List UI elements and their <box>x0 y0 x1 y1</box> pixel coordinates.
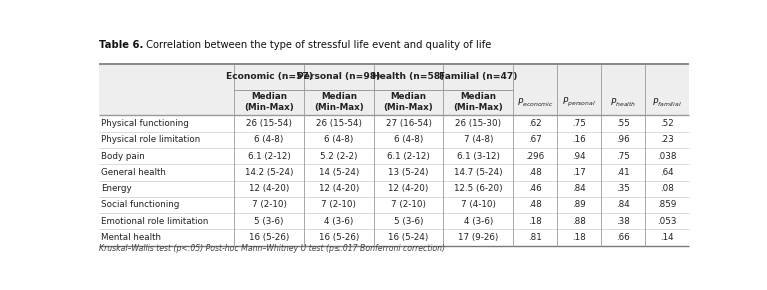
Text: 16 (5-26): 16 (5-26) <box>249 233 289 242</box>
Text: 5 (3-6): 5 (3-6) <box>255 217 284 226</box>
Text: Physical role limitation: Physical role limitation <box>101 135 200 144</box>
Text: .75: .75 <box>572 119 586 128</box>
Text: Correlation between the type of stressful life event and quality of life: Correlation between the type of stressfu… <box>143 40 492 50</box>
Text: 4 (3-6): 4 (3-6) <box>324 217 354 226</box>
Text: 6.1 (2-12): 6.1 (2-12) <box>387 151 430 160</box>
Text: 7 (2-10): 7 (2-10) <box>391 200 426 209</box>
Text: Mental health: Mental health <box>101 233 161 242</box>
Text: 6 (4-8): 6 (4-8) <box>324 135 354 144</box>
Text: 5 (3-6): 5 (3-6) <box>393 217 423 226</box>
Text: .18: .18 <box>572 233 586 242</box>
Text: Median
(Min-Max): Median (Min-Max) <box>453 92 503 113</box>
Text: 16 (5-24): 16 (5-24) <box>388 233 429 242</box>
Text: 26 (15-54): 26 (15-54) <box>316 119 362 128</box>
Text: .96: .96 <box>617 135 630 144</box>
Text: 12 (4-20): 12 (4-20) <box>388 184 429 193</box>
Text: .88: .88 <box>572 217 586 226</box>
Text: Median
(Min-Max): Median (Min-Max) <box>244 92 294 113</box>
Text: .41: .41 <box>617 168 630 177</box>
Text: .35: .35 <box>616 184 630 193</box>
Text: 14.7 (5-24): 14.7 (5-24) <box>454 168 502 177</box>
Text: P$_{\mathregular{personal}}$: P$_{\mathregular{personal}}$ <box>562 96 596 109</box>
Text: .296: .296 <box>525 151 545 160</box>
Text: P$_{\mathregular{familial}}$: P$_{\mathregular{familial}}$ <box>652 96 682 108</box>
Text: Emotional role limitation: Emotional role limitation <box>101 217 209 226</box>
Text: 6 (4-8): 6 (4-8) <box>393 135 423 144</box>
Text: .64: .64 <box>660 168 674 177</box>
Text: General health: General health <box>101 168 166 177</box>
Text: .23: .23 <box>660 135 674 144</box>
Text: .859: .859 <box>657 200 676 209</box>
Text: 7 (2-10): 7 (2-10) <box>252 200 287 209</box>
Text: .48: .48 <box>528 200 542 209</box>
Text: .52: .52 <box>660 119 674 128</box>
Bar <box>99 64 689 90</box>
Text: .08: .08 <box>660 184 674 193</box>
Text: Personal (n=98): Personal (n=98) <box>297 72 380 81</box>
Text: .46: .46 <box>528 184 542 193</box>
Text: .84: .84 <box>616 200 630 209</box>
Text: P$_{\mathregular{economic}}$: P$_{\mathregular{economic}}$ <box>517 96 554 108</box>
Text: .84: .84 <box>572 184 586 193</box>
Text: .67: .67 <box>528 135 542 144</box>
Text: 7 (4-8): 7 (4-8) <box>463 135 493 144</box>
Text: 6.1 (2-12): 6.1 (2-12) <box>248 151 291 160</box>
Text: Body pain: Body pain <box>101 151 145 160</box>
Text: .17: .17 <box>572 168 586 177</box>
Text: 26 (15-30): 26 (15-30) <box>455 119 502 128</box>
Text: P$_{\mathregular{health}}$: P$_{\mathregular{health}}$ <box>610 96 637 108</box>
Text: 14 (5-24): 14 (5-24) <box>318 168 359 177</box>
Text: Social functioning: Social functioning <box>101 200 179 209</box>
Text: .48: .48 <box>528 168 542 177</box>
Text: .38: .38 <box>616 217 630 226</box>
Text: 12 (4-20): 12 (4-20) <box>249 184 289 193</box>
Text: Physical functioning: Physical functioning <box>101 119 189 128</box>
Text: Table 6.: Table 6. <box>99 40 143 50</box>
Text: 6 (4-8): 6 (4-8) <box>255 135 284 144</box>
Text: Familial (n=47): Familial (n=47) <box>439 72 518 81</box>
Text: 13 (5-24): 13 (5-24) <box>388 168 429 177</box>
Text: 7 (4-10): 7 (4-10) <box>461 200 495 209</box>
Text: .053: .053 <box>657 217 676 226</box>
Text: .038: .038 <box>657 151 676 160</box>
Text: 17 (9-26): 17 (9-26) <box>458 233 499 242</box>
Text: .66: .66 <box>617 233 630 242</box>
Text: 7 (2-10): 7 (2-10) <box>321 200 357 209</box>
Text: 27 (16-54): 27 (16-54) <box>386 119 432 128</box>
Text: 14.2 (5-24): 14.2 (5-24) <box>245 168 293 177</box>
Text: Economic (n=57): Economic (n=57) <box>225 72 313 81</box>
Text: .18: .18 <box>528 217 542 226</box>
Text: Kruskal–Wallis test (p<.05) Post-hoc Mann–Whitney U test (p≤.017 Bonferroni corr: Kruskal–Wallis test (p<.05) Post-hoc Man… <box>99 244 445 253</box>
Text: 12.5 (6-20): 12.5 (6-20) <box>454 184 502 193</box>
Text: .55: .55 <box>616 119 630 128</box>
Text: Energy: Energy <box>101 184 132 193</box>
Text: .75: .75 <box>616 151 630 160</box>
Bar <box>99 90 689 115</box>
Text: 4 (3-6): 4 (3-6) <box>463 217 493 226</box>
Text: Health (n=58): Health (n=58) <box>372 72 445 81</box>
Text: 16 (5-26): 16 (5-26) <box>318 233 359 242</box>
Text: 26 (15-54): 26 (15-54) <box>246 119 292 128</box>
Text: .94: .94 <box>572 151 586 160</box>
Text: .89: .89 <box>572 200 586 209</box>
Text: Median
(Min-Max): Median (Min-Max) <box>314 92 364 113</box>
Text: .81: .81 <box>528 233 542 242</box>
Text: 6.1 (3-12): 6.1 (3-12) <box>457 151 500 160</box>
Text: 12 (4-20): 12 (4-20) <box>318 184 359 193</box>
Text: Median
(Min-Max): Median (Min-Max) <box>384 92 433 113</box>
Text: .16: .16 <box>572 135 586 144</box>
Text: .62: .62 <box>528 119 542 128</box>
Text: 5.2 (2-2): 5.2 (2-2) <box>320 151 357 160</box>
Text: .14: .14 <box>660 233 674 242</box>
